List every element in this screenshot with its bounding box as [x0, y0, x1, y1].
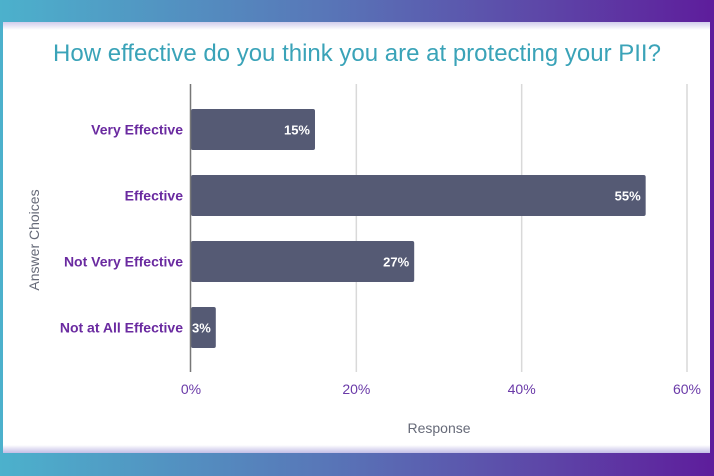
y-axis-title: Answer Choices [26, 189, 42, 290]
bottom-fade [3, 445, 710, 453]
bar [191, 241, 415, 282]
bars: 15% 55% 27% 3% [191, 109, 646, 348]
x-axis-title: Response [407, 420, 470, 436]
category-label: Very Effective [91, 122, 183, 138]
data-label: 3% [192, 321, 211, 336]
chart-title: How effective do you think you are at pr… [53, 40, 661, 67]
gridlines [355, 84, 688, 372]
category-label: Not at All Effective [60, 320, 183, 336]
x-tick-label: 20% [342, 381, 370, 397]
x-tick-label: 0% [181, 381, 201, 397]
data-label: 27% [383, 255, 409, 270]
x-tick-label: 60% [673, 381, 701, 397]
bar [191, 307, 216, 348]
data-label: 55% [615, 189, 641, 204]
bar [191, 175, 646, 216]
category-labels: Very Effective Effective Not Very Effectiv… [60, 122, 183, 336]
x-tick-label: 40% [508, 381, 536, 397]
category-label: Effective [125, 188, 184, 204]
bar [191, 109, 315, 150]
category-label: Not Very Effective [64, 254, 183, 270]
tick-labels: 0% 20% 40% 60% [181, 381, 701, 397]
top-fade [3, 22, 710, 30]
data-label: 15% [284, 123, 310, 138]
